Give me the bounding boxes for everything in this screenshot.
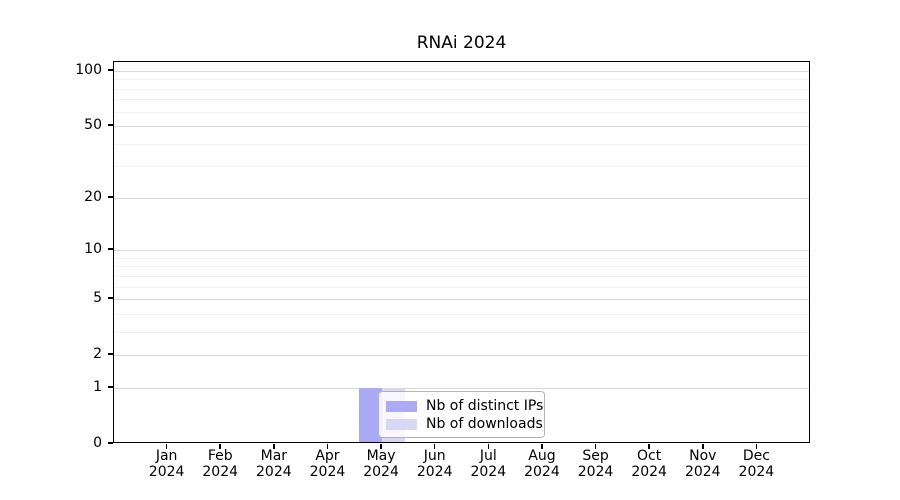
x-tick-mark — [219, 444, 221, 449]
major-gridline — [114, 126, 809, 128]
x-tick-label: Oct 2024 — [609, 448, 689, 480]
major-gridline — [114, 71, 809, 72]
y-tick-label: 20 — [84, 188, 102, 205]
y-tick-label: 100 — [75, 62, 102, 78]
x-tick-label: Feb 2024 — [180, 448, 260, 480]
x-tick-label: Jan 2024 — [127, 448, 207, 480]
x-tick-month: Feb — [207, 448, 233, 464]
legend-label: Nb of distinct IPs — [426, 398, 544, 414]
x-tick-label: Jun 2024 — [395, 448, 475, 480]
minor-gridline — [114, 313, 809, 315]
y-tick-mark — [108, 442, 113, 444]
x-tick-label: Nov 2024 — [663, 448, 743, 480]
x-tick-mark — [326, 444, 329, 449]
x-tick-month: Aug — [528, 448, 556, 464]
x-tick-year: 2024 — [256, 463, 292, 480]
major-gridline — [114, 250, 809, 252]
minor-gridline — [114, 331, 809, 333]
minor-gridline — [114, 88, 809, 90]
y-tick-mark — [108, 124, 113, 126]
x-tick-mark — [273, 444, 275, 449]
x-tick-label: Aug 2024 — [502, 448, 582, 480]
x-tick-month: Dec — [742, 448, 770, 464]
y-tick-label: 0 — [93, 435, 102, 451]
x-tick-month: Apr — [315, 448, 340, 464]
x-tick-mark — [594, 444, 597, 449]
legend: Nb of distinct IPs Nb of downloads — [378, 391, 545, 438]
x-tick-label: Jul 2024 — [448, 448, 528, 480]
x-tick-year: 2024 — [684, 463, 721, 480]
y-tick-label: 5 — [93, 290, 102, 307]
y-tick-mark — [108, 248, 113, 250]
plot-area — [113, 61, 810, 443]
legend-item: Nb of distinct IPs — [386, 397, 543, 415]
legend-swatch-icon — [386, 400, 417, 412]
x-tick-label: May 2024 — [341, 448, 421, 480]
x-tick-month: May — [366, 448, 396, 464]
major-gridline — [114, 387, 809, 389]
x-tick-label: Sep 2024 — [556, 448, 636, 480]
minor-gridline — [114, 286, 809, 288]
legend-label: Nb of downloads — [426, 416, 543, 432]
x-tick-month: Sep — [582, 448, 609, 464]
x-tick-mark — [433, 444, 436, 449]
y-tick-label: 1 — [93, 378, 102, 395]
x-tick-year: 2024 — [631, 463, 667, 480]
x-tick-label: Dec 2024 — [716, 448, 796, 480]
y-tick-label: 10 — [84, 241, 102, 258]
x-tick-year: 2024 — [470, 463, 507, 480]
x-tick-month: Nov — [689, 448, 717, 464]
minor-gridline — [114, 275, 809, 277]
x-tick-mark — [755, 444, 758, 449]
y-tick-mark — [108, 196, 113, 198]
x-tick-year: 2024 — [363, 463, 399, 480]
y-tick-mark — [108, 386, 113, 388]
minor-gridline — [114, 166, 809, 168]
y-tick-mark — [108, 353, 113, 355]
x-tick-mark — [380, 444, 382, 449]
x-tick-month: Jun — [423, 448, 446, 464]
minor-gridline — [114, 79, 809, 81]
major-gridline — [114, 355, 809, 357]
x-tick-month: Jul — [479, 448, 497, 464]
y-tick-mark — [108, 69, 113, 71]
minor-gridline — [114, 266, 809, 268]
x-tick-mark — [702, 444, 704, 449]
minor-gridline — [114, 111, 809, 113]
x-tick-year: 2024 — [416, 463, 453, 480]
x-tick-year: 2024 — [524, 463, 560, 480]
x-tick-mark — [541, 444, 543, 449]
x-tick-mark — [648, 444, 650, 449]
bar-distinct-ips — [359, 387, 383, 443]
x-tick-year: 2024 — [577, 463, 614, 480]
x-tick-year: 2024 — [738, 463, 775, 480]
minor-gridline — [114, 99, 809, 101]
minor-gridline — [114, 257, 809, 259]
x-tick-label: Apr 2024 — [287, 448, 367, 480]
x-tick-month: Mar — [260, 448, 288, 464]
x-tick-year: 2024 — [148, 463, 185, 480]
legend-swatch-icon — [386, 418, 417, 430]
x-tick-year: 2024 — [202, 463, 239, 480]
chart-title: RNAi 2024 — [416, 33, 507, 53]
major-gridline — [114, 299, 809, 301]
x-tick-year: 2024 — [309, 463, 346, 480]
minor-gridline — [114, 143, 809, 145]
legend-item: Nb of downloads — [386, 415, 543, 433]
y-tick-mark — [108, 297, 113, 299]
x-tick-mark — [487, 444, 490, 449]
y-tick-label: 50 — [84, 117, 102, 134]
x-tick-month: Jan — [155, 448, 178, 464]
x-tick-month: Oct — [637, 448, 662, 464]
x-tick-label: Mar 2024 — [234, 448, 314, 480]
y-tick-label: 2 — [93, 346, 102, 363]
major-gridline — [114, 197, 809, 199]
x-tick-mark — [165, 444, 168, 449]
